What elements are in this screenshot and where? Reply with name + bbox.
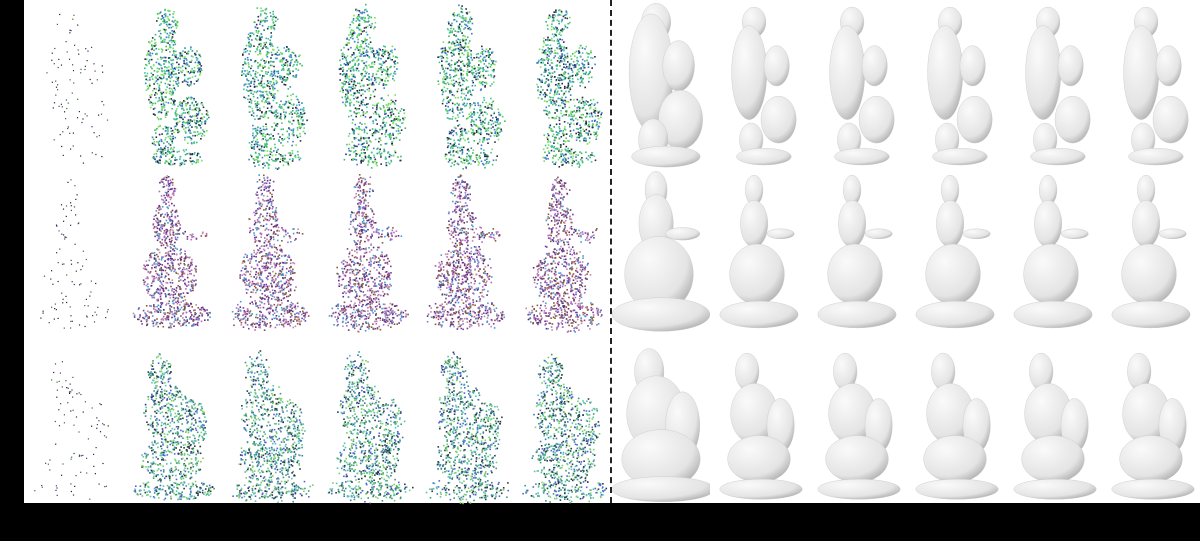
pointcloud-seated-woman-input-sparse-render — [40, 179, 109, 329]
mesh-seated-woman-mesh-1-render — [612, 171, 710, 332]
pointcloud-statue-child-pair-ground-truth — [122, 2, 220, 170]
mesh-seated-woman-mesh-2-render — [719, 174, 799, 329]
mesh-crouching-figure-mesh-1-render — [612, 348, 710, 502]
pointcloud-statue-child-pair-method-1 — [220, 2, 318, 170]
pointcloud-crouching-figure-method-1 — [220, 338, 318, 506]
pointcloud-seated-woman-method-4-render — [525, 176, 603, 333]
mesh-seated-woman-mesh-2 — [710, 170, 808, 338]
pointcloud-statue-child-pair-method-1-render — [241, 7, 308, 170]
pointcloud-statue-child-pair-input-sparse — [24, 2, 122, 170]
pointcloud-crouching-figure-ground-truth — [122, 338, 220, 506]
bottom-band — [0, 511, 1200, 541]
mesh-statue-child-pair-mesh-5-render — [1025, 6, 1091, 166]
panel-divider — [610, 0, 612, 503]
pointcloud-crouching-figure-method-3-render — [425, 351, 509, 505]
pointcloud-seated-woman-input-sparse — [24, 170, 122, 338]
mesh-statue-child-pair-mesh-4 — [906, 2, 1004, 170]
pointcloud-statue-child-pair-method-4 — [514, 2, 612, 170]
pointcloud-statue-child-pair-method-3-render — [437, 4, 506, 170]
mesh-crouching-figure-mesh-6-render — [1111, 352, 1195, 500]
pointcloud-seated-woman-method-1 — [220, 170, 318, 338]
pointcloud-seated-woman-ground-truth — [122, 170, 220, 338]
mesh-statue-child-pair-mesh-3-render — [829, 6, 895, 166]
pointcloud-crouching-figure-method-4 — [514, 338, 612, 506]
mesh-crouching-figure-mesh-2-render — [719, 352, 803, 500]
mesh-crouching-figure-mesh-5-render — [1013, 352, 1097, 500]
pointcloud-crouching-figure-method-3 — [416, 338, 514, 506]
pointcloud-statue-child-pair-method-2-render — [338, 3, 407, 169]
mesh-statue-child-pair-mesh-6-render — [1123, 6, 1189, 166]
pointcloud-statue-child-pair-ground-truth-render — [144, 8, 210, 167]
mesh-statue-child-pair-mesh-1 — [612, 2, 710, 170]
mesh-crouching-figure-mesh-3-render — [817, 352, 901, 500]
mesh-seated-woman-mesh-3-render — [817, 174, 897, 329]
pointcloud-crouching-figure-method-1-render — [232, 350, 314, 503]
mesh-crouching-figure-mesh-1 — [612, 338, 710, 506]
pointcloud-statue-child-pair-method-4-render — [536, 9, 603, 168]
pointcloud-seated-woman-method-2-render — [328, 174, 409, 333]
mesh-seated-woman-mesh-1 — [612, 170, 710, 338]
mesh-panel — [612, 0, 1200, 503]
mesh-seated-woman-mesh-5-render — [1013, 174, 1093, 329]
mesh-statue-child-pair-mesh-5 — [1004, 2, 1102, 170]
mesh-statue-child-pair-mesh-6 — [1102, 2, 1200, 170]
mesh-seated-woman-mesh-4 — [906, 170, 1004, 338]
mesh-crouching-figure-mesh-5 — [1004, 338, 1102, 506]
pointcloud-crouching-figure-input-sparse-render — [34, 361, 109, 500]
pointcloud-crouching-figure-input-sparse — [24, 338, 122, 506]
pointcloud-seated-woman-method-4 — [514, 170, 612, 338]
mesh-crouching-figure-mesh-4 — [906, 338, 1004, 506]
mesh-seated-woman-mesh-6-render — [1111, 174, 1191, 329]
pointcloud-seated-woman-method-1-render — [231, 174, 310, 331]
pointcloud-seated-woman-method-2 — [318, 170, 416, 338]
mesh-crouching-figure-mesh-4-render — [915, 352, 999, 500]
mesh-seated-woman-mesh-4-render — [915, 174, 995, 329]
mesh-statue-child-pair-mesh-4-render — [927, 6, 993, 166]
mesh-seated-woman-mesh-6 — [1102, 170, 1200, 338]
pointcloud-statue-child-pair-method-3 — [416, 2, 514, 170]
pointcloud-panel — [24, 0, 612, 503]
mesh-seated-woman-mesh-3 — [808, 170, 906, 338]
mesh-crouching-figure-mesh-3 — [808, 338, 906, 506]
pointcloud-statue-child-pair-method-2 — [318, 2, 416, 170]
pointcloud-crouching-figure-method-2 — [318, 338, 416, 506]
pointcloud-seated-woman-method-3-render — [426, 174, 506, 331]
mesh-statue-child-pair-mesh-3 — [808, 2, 906, 170]
pointcloud-crouching-figure-method-2-render — [327, 351, 414, 505]
mesh-crouching-figure-mesh-6 — [1102, 338, 1200, 506]
pointcloud-statue-child-pair-input-sparse-render — [46, 13, 109, 164]
mesh-seated-woman-mesh-5 — [1004, 170, 1102, 338]
mesh-statue-child-pair-mesh-2-render — [731, 6, 797, 166]
mesh-statue-child-pair-mesh-2 — [710, 2, 808, 170]
pointcloud-crouching-figure-ground-truth-render — [133, 353, 215, 501]
pointcloud-seated-woman-method-3 — [416, 170, 514, 338]
mesh-crouching-figure-mesh-2 — [710, 338, 808, 506]
mesh-statue-child-pair-mesh-1-render — [628, 3, 703, 168]
pointcloud-crouching-figure-method-4-render — [522, 353, 608, 505]
pointcloud-seated-woman-ground-truth-render — [132, 175, 211, 329]
